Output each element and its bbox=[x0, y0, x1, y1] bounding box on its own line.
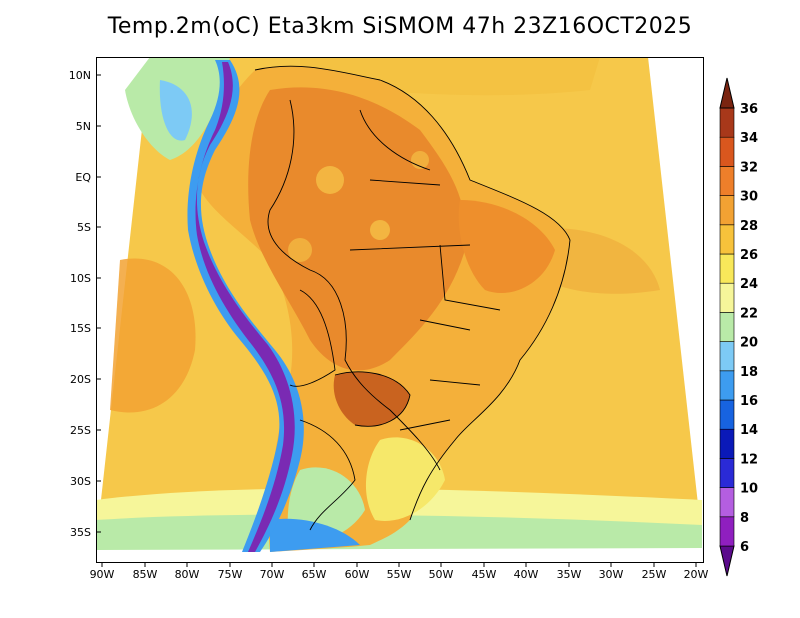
colorbar-min-arrow bbox=[719, 545, 735, 577]
colorbar-label: 32 bbox=[740, 160, 758, 175]
pacific-warm-band bbox=[110, 258, 196, 413]
lon-label: 35W bbox=[557, 568, 582, 581]
coastline bbox=[254, 65, 571, 521]
lon-label: 90W bbox=[90, 568, 115, 581]
lon-label: 40W bbox=[514, 568, 539, 581]
lat-label: 25S bbox=[70, 424, 91, 437]
colorbar-label: 8 bbox=[740, 511, 749, 526]
colorbar-swatch bbox=[719, 370, 735, 401]
colorbar-label: 24 bbox=[740, 277, 758, 292]
lon-label: 75W bbox=[218, 568, 243, 581]
warm-spot bbox=[288, 238, 312, 262]
warm-spot bbox=[370, 220, 390, 240]
colorbar-swatch bbox=[719, 253, 735, 284]
colorbar-label: 30 bbox=[740, 190, 758, 205]
patagonia-cold bbox=[270, 518, 360, 552]
colorbar-label: 10 bbox=[740, 482, 758, 497]
lon-label: 50W bbox=[429, 568, 454, 581]
colorbar-label: 22 bbox=[740, 306, 758, 321]
map-field bbox=[97, 57, 702, 552]
lon-label: 80W bbox=[175, 568, 200, 581]
lon-label: 70W bbox=[260, 568, 285, 581]
lat-label: 10S bbox=[70, 272, 91, 285]
lon-label: 60W bbox=[345, 568, 370, 581]
argentina-border bbox=[299, 419, 356, 531]
colorbar-label: 28 bbox=[740, 219, 758, 234]
colorbar-label: 14 bbox=[740, 423, 758, 438]
colorbar-swatch bbox=[719, 516, 735, 547]
colorbar-swatch bbox=[719, 136, 735, 167]
colorbar-swatch bbox=[719, 428, 735, 459]
lon-label: 65W bbox=[302, 568, 327, 581]
pacific-cool-north-inner bbox=[159, 80, 192, 141]
brazil-border-west bbox=[267, 99, 441, 471]
colorbar-swatch bbox=[719, 195, 735, 226]
lon-label: 25W bbox=[642, 568, 667, 581]
paraguay-border bbox=[334, 371, 411, 427]
colorbar-swatch bbox=[719, 458, 735, 488]
borders bbox=[254, 65, 571, 531]
lon-label: 55W bbox=[387, 568, 412, 581]
map-title: Temp.2m(oC) Eta3km SiSMOM 47h 23Z16OCT20… bbox=[107, 14, 693, 39]
colorbar-swatch bbox=[719, 487, 735, 518]
northeast-hot-area bbox=[458, 200, 555, 294]
lat-label: 30S bbox=[70, 475, 91, 488]
south-brazil-cool bbox=[365, 437, 445, 521]
colorbar-max-arrow bbox=[719, 77, 735, 109]
lat-label: 35S bbox=[70, 526, 91, 539]
lon-label: 30W bbox=[599, 568, 624, 581]
brazil-state-border bbox=[349, 109, 501, 431]
colorbar-swatch bbox=[719, 107, 735, 138]
lon-label: 20W bbox=[684, 568, 709, 581]
colorbar-label: 20 bbox=[740, 336, 758, 351]
bolivia-border bbox=[289, 289, 336, 387]
chaco-hot-core bbox=[333, 371, 410, 427]
lat-label: EQ bbox=[75, 171, 91, 184]
longitude-axis: 90W 85W 80W 75W 70W 65W 60W 55W 50W 45W … bbox=[90, 562, 709, 581]
colorbar-swatch bbox=[719, 282, 735, 313]
latitude-axis: 10N 5N EQ 5S 10S 15S 20S 25S 30S 35S bbox=[69, 69, 101, 539]
colorbar-label: 34 bbox=[740, 131, 758, 146]
colorbar-swatch bbox=[719, 399, 735, 430]
lon-label: 45W bbox=[472, 568, 497, 581]
lon-label: 85W bbox=[133, 568, 158, 581]
lat-label: 10N bbox=[69, 69, 91, 82]
colorbar-label: 16 bbox=[740, 394, 758, 409]
colorbar-swatch bbox=[719, 341, 735, 372]
lat-label: 20S bbox=[70, 373, 91, 386]
colorbar-swatch bbox=[719, 166, 735, 196]
lat-label: 5N bbox=[76, 120, 91, 133]
colorbar-label: 26 bbox=[740, 248, 758, 263]
colorbar-label: 6 bbox=[740, 540, 749, 555]
colorbar: 6 8 10 12 14 16 18 20 22 24 26 28 30 32 34 36 bbox=[719, 77, 758, 577]
colorbar-swatch bbox=[719, 224, 735, 255]
map-frame bbox=[96, 57, 704, 563]
lat-label: 15S bbox=[70, 322, 91, 335]
colorbar-swatch bbox=[719, 312, 735, 342]
colorbar-label: 36 bbox=[740, 102, 758, 117]
colorbar-label: 12 bbox=[740, 452, 758, 467]
lat-label: 5S bbox=[77, 221, 91, 234]
colorbar-label: 18 bbox=[740, 365, 758, 380]
warm-spot bbox=[316, 166, 344, 194]
